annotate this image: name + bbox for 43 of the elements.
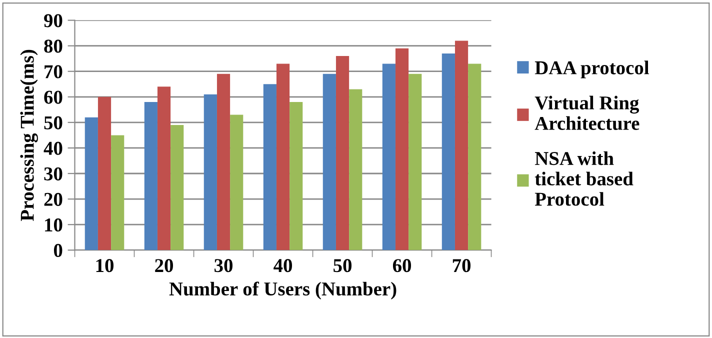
bar (230, 114, 244, 250)
legend-label: NSA with ticket based Protocol (534, 151, 634, 206)
y-tick-label: 10 (45, 218, 62, 232)
x-axis-title: Number of Users (Number) (169, 282, 396, 300)
y-tick-label: 0 (54, 244, 62, 258)
x-tick-label: 20 (155, 259, 173, 272)
x-tick-label: 10 (96, 259, 114, 272)
y-tick-label: 30 (44, 167, 62, 180)
bar (442, 53, 455, 250)
bar (322, 74, 336, 250)
bar (454, 40, 468, 250)
bar (170, 124, 184, 250)
bar (349, 89, 362, 250)
bar (395, 48, 409, 250)
y-tick-label: 40 (44, 142, 62, 155)
y-tick-label: 20 (44, 192, 62, 206)
bar (216, 74, 230, 250)
bar (468, 64, 482, 250)
bar (204, 94, 217, 250)
bar (144, 102, 158, 250)
x-tick-label: 70 (452, 259, 471, 272)
bar (263, 84, 276, 250)
y-tick-label: 80 (44, 40, 62, 53)
legend-label: DAA protocol (534, 60, 649, 78)
y-axis-title: Processing Time(ms) (20, 50, 38, 222)
x-tick-label: 50 (334, 259, 352, 272)
bar (98, 96, 112, 250)
bar (336, 56, 350, 250)
bar (157, 86, 171, 250)
y-tick-label: 70 (44, 65, 62, 78)
bar (111, 135, 124, 250)
y-tick-label: 60 (44, 90, 62, 104)
bar (290, 102, 303, 250)
legend-label: Virtual Ring Architecture (534, 96, 640, 130)
x-tick-label: 40 (274, 259, 292, 272)
y-tick-label: 50 (44, 116, 62, 130)
y-tick-label: 90 (44, 14, 62, 28)
bar (408, 74, 422, 250)
bar (276, 64, 290, 250)
bar (382, 64, 396, 250)
x-tick-label: 30 (214, 259, 232, 272)
bar (84, 117, 98, 250)
x-tick-label: 60 (392, 259, 412, 272)
